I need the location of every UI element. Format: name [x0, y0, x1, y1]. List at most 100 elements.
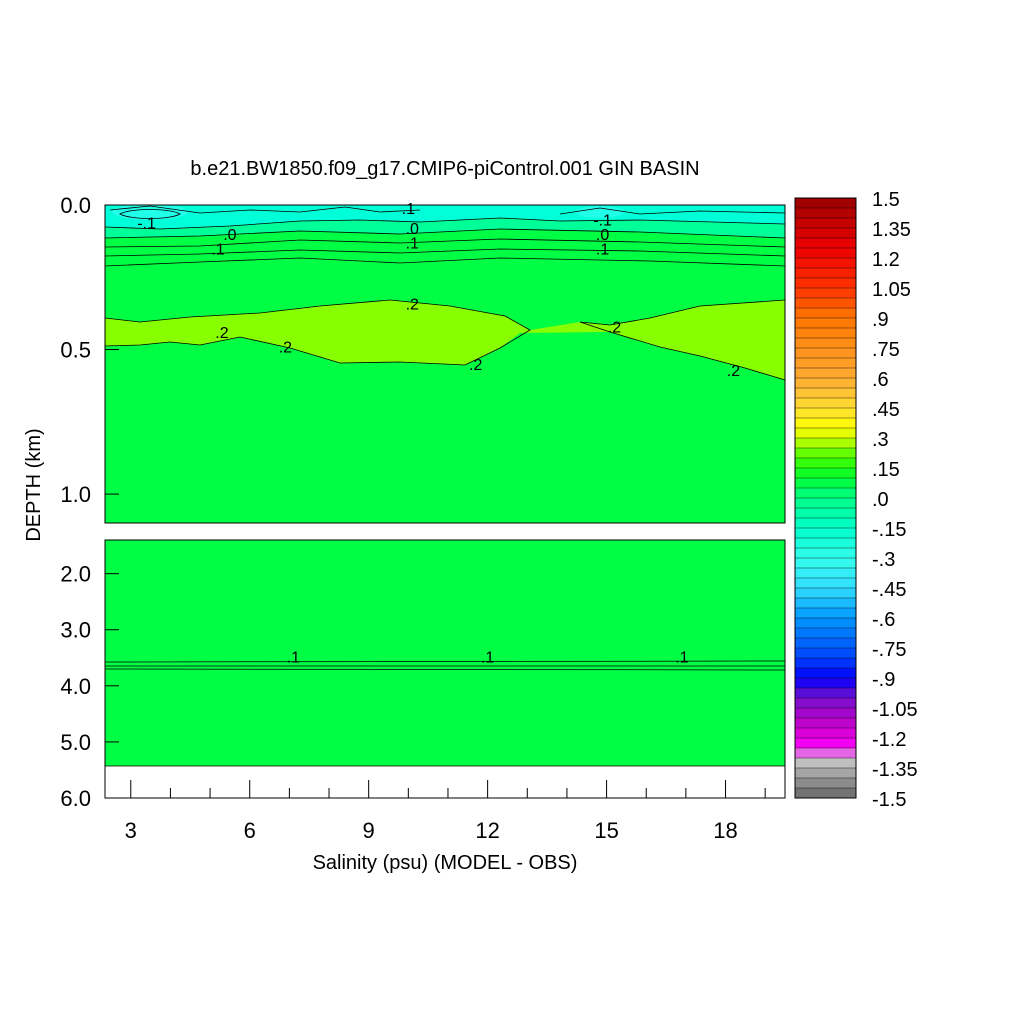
x-tick-label: 9	[363, 818, 375, 843]
colorbar-swatch	[794, 467, 857, 479]
colorbar-swatch	[794, 697, 857, 709]
x-axis-label: Salinity (psu) (MODEL - OBS)	[313, 852, 578, 874]
contour-label: .2	[279, 340, 292, 357]
contour-label: .1	[402, 201, 415, 218]
colorbar-frame	[794, 197, 857, 799]
colorbar-swatch	[794, 277, 857, 289]
contour-label: .1	[211, 241, 224, 258]
colorbar-swatch	[794, 267, 857, 279]
y-axis-upper: 0.0 0.5 1.0	[60, 193, 119, 507]
contour-label-layer: -.1.0.1.1.0.1-.1.0.1.2.2.2.2.2.2.1.1.1	[137, 201, 740, 667]
colorbar-label: -.75	[872, 639, 906, 661]
contour-line-1	[105, 228, 785, 239]
x-tick-label: 18	[713, 818, 737, 843]
colorbar-swatch	[794, 317, 857, 329]
colorbar-swatch	[794, 547, 857, 559]
colorbar-swatch	[794, 707, 857, 719]
colorbar-swatch	[794, 437, 857, 449]
contour-label: .1	[287, 650, 300, 667]
colorbar-label: -.15	[872, 519, 906, 541]
y-tick-label: 1.0	[60, 482, 91, 507]
colorbar-label: .6	[872, 369, 889, 391]
colorbar-swatch	[794, 517, 857, 529]
colorbar-swatch	[794, 407, 857, 419]
contour-label: -.1	[137, 215, 156, 232]
colorbar-swatch	[794, 367, 857, 379]
colorbar-swatch	[794, 557, 857, 569]
colorbar-swatch	[794, 487, 857, 499]
y-tick-label: 5.0	[60, 730, 91, 755]
contour-line-9	[559, 207, 785, 215]
contour-line-10	[105, 660, 785, 663]
colorbar-swatch	[794, 337, 857, 349]
x-axis: 3 6 9 12 15 18	[125, 780, 766, 843]
colorbar-label: -.3	[872, 549, 895, 571]
contour-label: .2	[215, 325, 228, 342]
colorbar-swatch	[794, 357, 857, 369]
colorbar-swatch	[794, 227, 857, 239]
colorbar-swatch	[794, 447, 857, 459]
colorbar-swatch	[794, 387, 857, 399]
colorbar-swatch	[794, 637, 857, 649]
colorbar-swatch	[794, 717, 857, 729]
lower-panel-frame	[104, 539, 786, 799]
contour-label: .0	[223, 227, 236, 244]
contour-line-6	[579, 299, 785, 381]
colorbar-swatch	[794, 497, 857, 509]
colorbar: 1.5 1.35 1.2 1.05 .9 .75 .6 .45 .3 .15 .0 -.15 -.3 -.…	[794, 189, 918, 811]
colorbar-swatch	[794, 737, 857, 749]
colorbar-label: -.9	[872, 669, 895, 691]
colorbar-swatch	[794, 197, 857, 209]
colorbar-swatch	[794, 597, 857, 609]
colorbar-swatch	[794, 727, 857, 739]
colorbar-label: -.45	[872, 579, 906, 601]
colorbar-label: 1.2	[872, 249, 900, 271]
x-tick-label: 15	[594, 818, 618, 843]
colorbar-swatch	[794, 507, 857, 519]
contour-label: .2	[727, 363, 740, 380]
colorbar-swatch	[794, 287, 857, 299]
colorbar-label: .3	[872, 429, 889, 451]
colorbar-label: 1.5	[872, 189, 900, 211]
colorbar-swatch	[794, 247, 857, 259]
colorbar-swatch	[794, 777, 857, 789]
upper-contour-lines	[105, 205, 785, 381]
colorbar-swatch	[794, 397, 857, 409]
upper-fill-lime-band	[105, 300, 785, 380]
y-tick-label: 4.0	[60, 674, 91, 699]
colorbar-swatch	[794, 747, 857, 759]
x-tick-label: 12	[475, 818, 499, 843]
colorbar-swatch	[794, 377, 857, 389]
x-tick-label: 3	[125, 818, 137, 843]
contour-label: .0	[406, 221, 419, 238]
colorbar-swatch	[794, 787, 857, 799]
colorbar-swatch	[794, 207, 857, 219]
contour-label: .1	[481, 650, 494, 667]
contour-label: .2	[406, 296, 419, 313]
colorbar-swatch	[794, 217, 857, 229]
colorbar-swatch	[794, 417, 857, 429]
colorbar-swatch	[794, 677, 857, 689]
x-tick-label: 6	[244, 818, 256, 843]
colorbar-swatch	[794, 237, 857, 249]
contour-line-12	[105, 668, 785, 671]
colorbar-label: 1.05	[872, 279, 911, 301]
contour-label: .1	[596, 241, 609, 258]
contour-line-8	[119, 209, 181, 219]
colorbar-label: .15	[872, 459, 900, 481]
colorbar-label: .45	[872, 399, 900, 421]
colorbar-swatch	[794, 257, 857, 269]
colorbar-label: -1.35	[872, 759, 918, 781]
colorbar-swatch	[794, 567, 857, 579]
contour-line-7	[109, 205, 421, 214]
y-tick-label: 6.0	[60, 786, 91, 811]
contour-label: .1	[675, 650, 688, 667]
colorbar-swatch	[794, 327, 857, 339]
chart-title: b.e21.BW1850.f09_g17.CMIP6-piControl.001…	[190, 158, 699, 180]
lower-fill-base	[105, 540, 785, 766]
y-axis-lower: 2.0 3.0 4.0 5.0 6.0	[60, 562, 119, 811]
colorbar-swatch	[794, 767, 857, 779]
contour-label: .2	[608, 319, 621, 336]
colorbar-swatch	[794, 617, 857, 629]
colorbar-swatch	[794, 477, 857, 489]
